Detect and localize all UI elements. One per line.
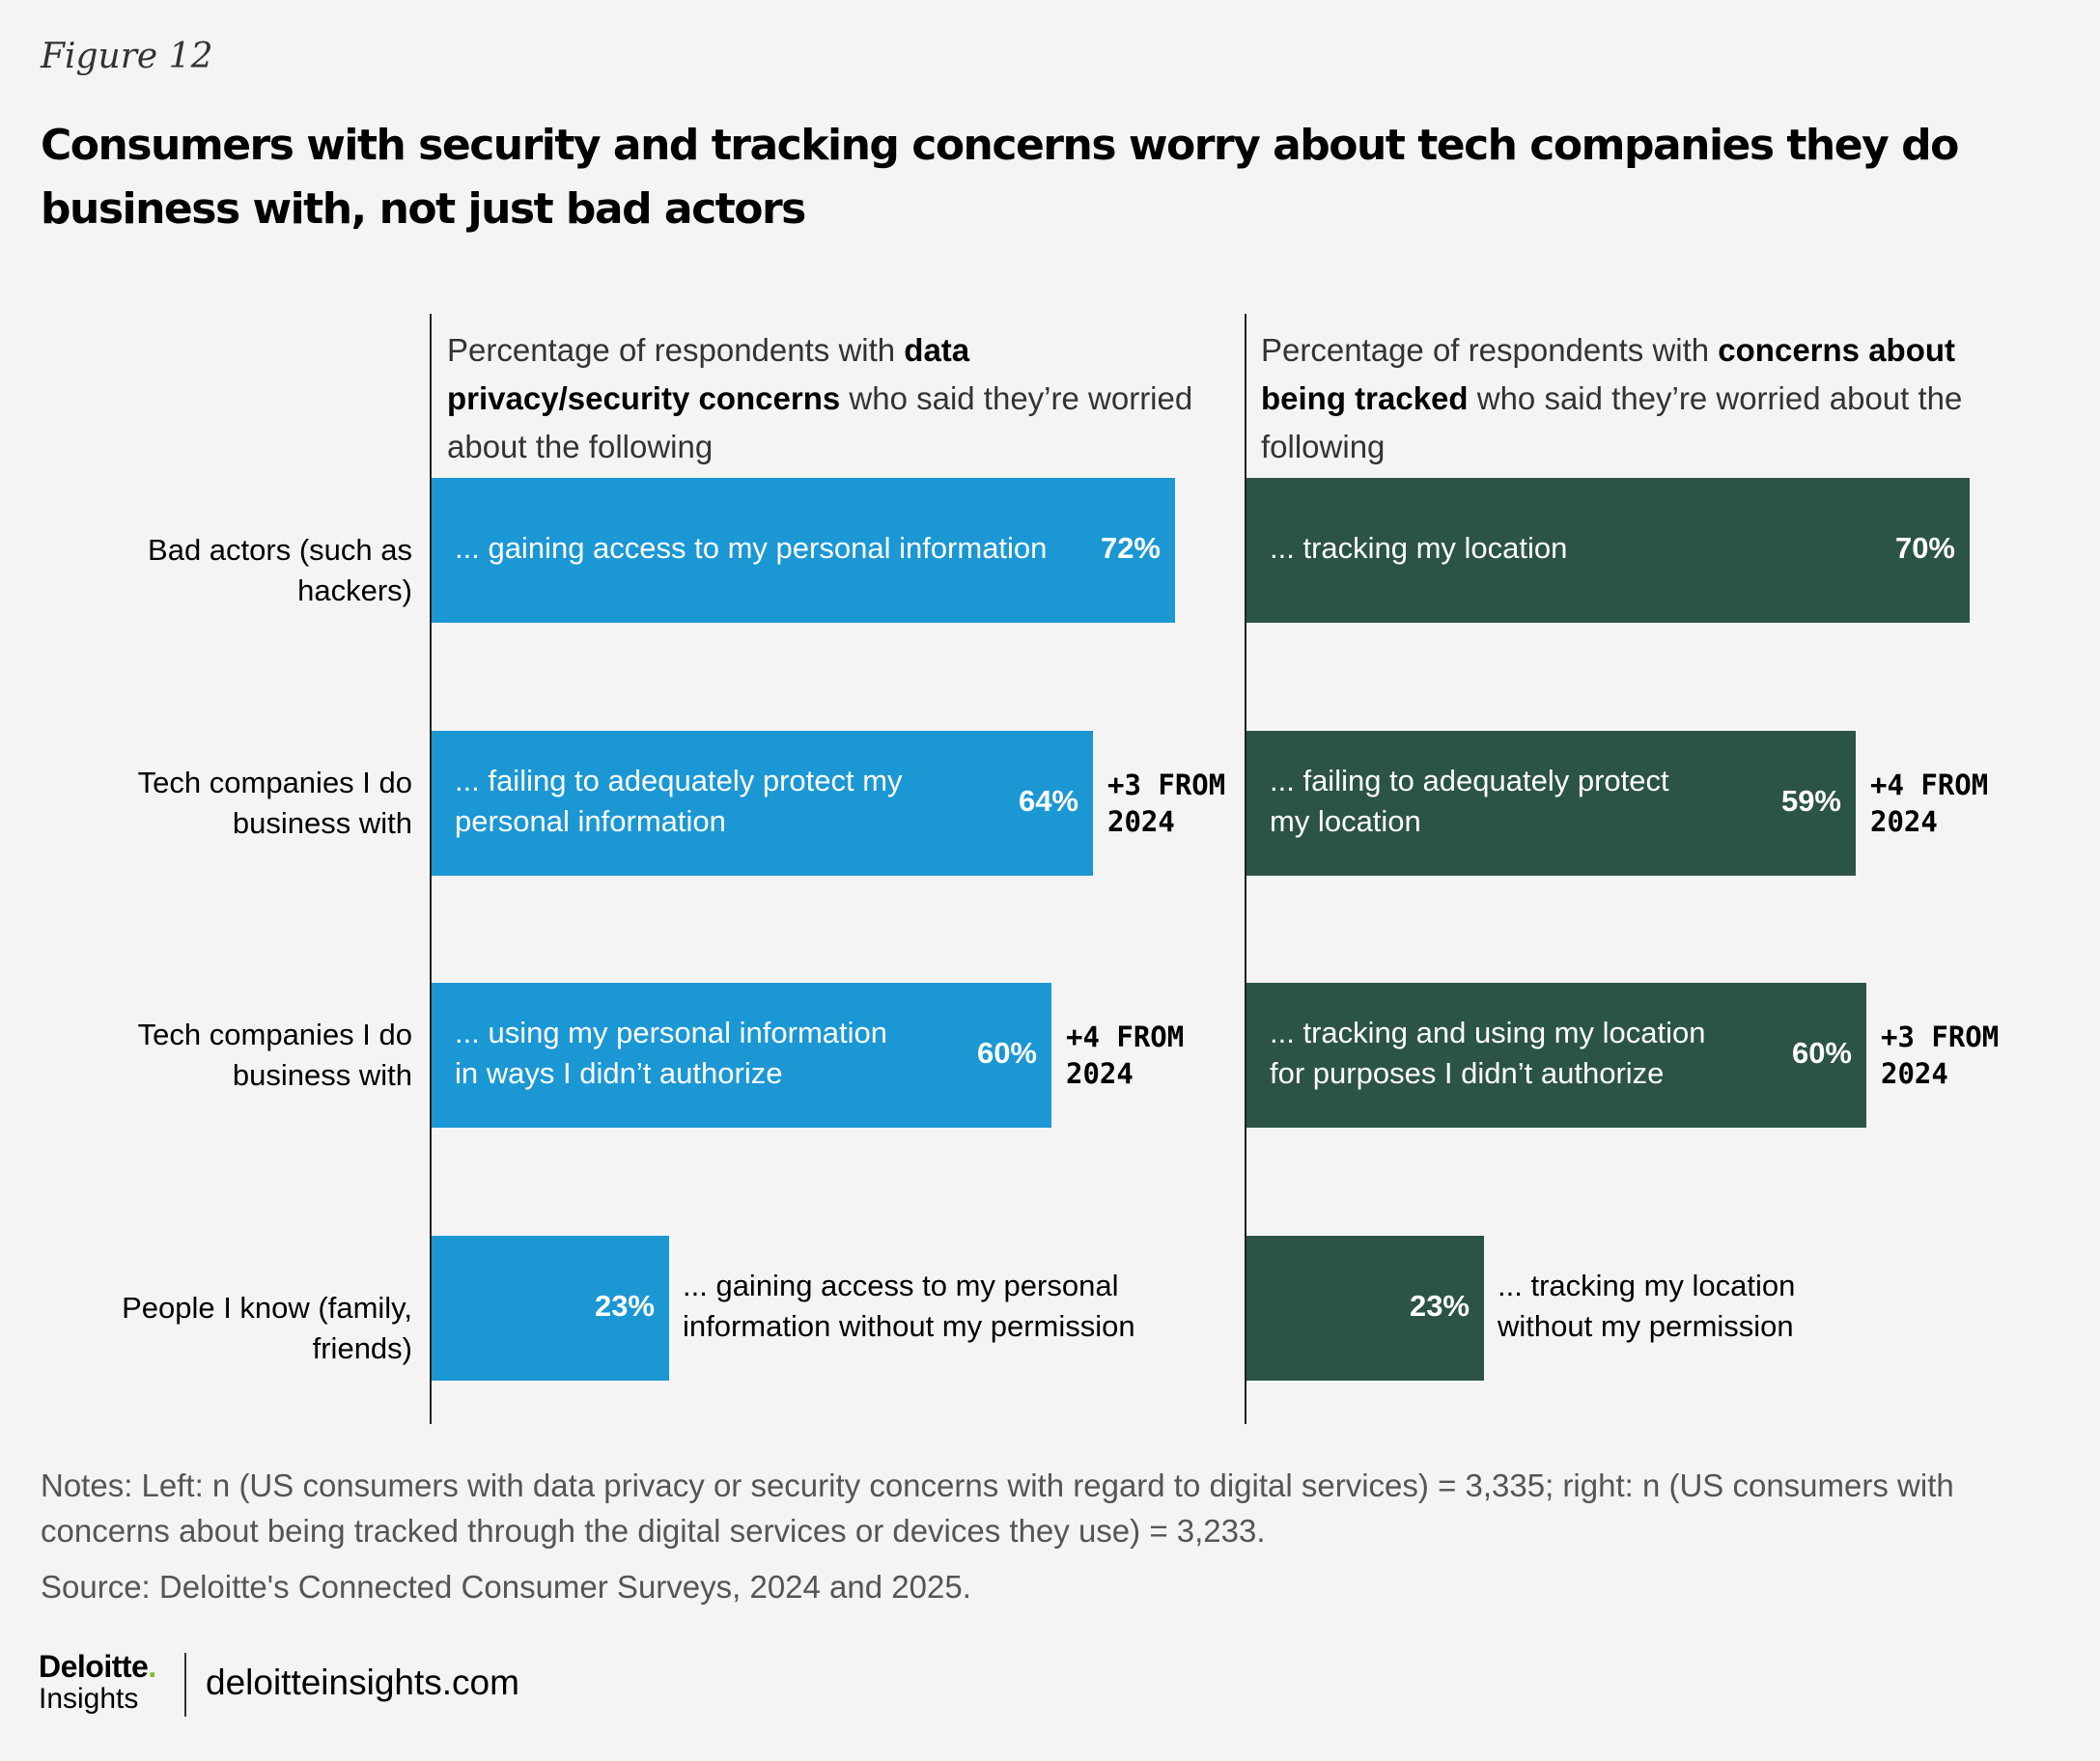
site-link[interactable]: deloitteinsights.com — [206, 1663, 519, 1702]
value-label: 23% — [594, 1289, 655, 1323]
category-label: Tech companies I do business with — [26, 763, 412, 844]
bar-description-line: in ways I didn’t authorize — [455, 1056, 783, 1090]
value-label: 59% — [1780, 784, 1841, 818]
category-label: Bad actors (such as hackers) — [26, 530, 412, 611]
bar-privacy — [432, 478, 1175, 623]
bar-description-line: ... tracking my location — [1270, 531, 1568, 565]
bar-description-line: ... failing to adequately protect — [1270, 764, 1669, 797]
bar-description-line: ... failing to adequately protect my — [455, 764, 903, 797]
bar-description: ... using my personal information in ways… — [455, 1013, 887, 1094]
bar-privacy — [432, 731, 1093, 876]
left-axis-line — [430, 314, 432, 1424]
value-label: 23% — [1409, 1289, 1470, 1323]
right-axis-line — [1245, 314, 1246, 1424]
notes: Notes: Left: n (US consumers with data p… — [41, 1468, 1954, 1549]
bar-description: ... gaining access to my personal inform… — [455, 528, 1047, 569]
bar-description-line: my location — [1270, 804, 1421, 838]
bar-tracking — [1246, 1236, 1484, 1381]
bar-description-line: ... gaining access to my personal — [683, 1269, 1119, 1302]
left-panel-heading: Percentage of respondents with data priv… — [447, 332, 1193, 464]
chart-title: Consumers with security and tracking con… — [41, 121, 1959, 234]
bar-description-line: ... tracking and using my location — [1270, 1016, 1706, 1049]
brand-name: Deloitte — [39, 1649, 149, 1684]
category-label: People I know (family, friends) — [26, 1288, 412, 1369]
bar-description-line: ... using my personal information — [455, 1016, 887, 1049]
bar-tracking — [1246, 731, 1856, 876]
bar-description: ... gaining access to my personal informa… — [683, 1266, 1135, 1347]
figure-label: Figure 12 — [41, 37, 213, 76]
category-label-line: business with — [232, 1058, 412, 1092]
bar-description-line: personal information — [455, 804, 726, 838]
change-annotation: +4 FROM 2024 — [1066, 1020, 1185, 1090]
category-label-line: People I know (family, friends) — [122, 1291, 412, 1365]
category-label-line: Bad actors (such as hackers) — [148, 533, 412, 607]
source: Source: Deloitte's Connected Consumer Su… — [41, 1569, 971, 1605]
deloitte-logo: Deloitte. Insights — [39, 1649, 156, 1715]
bar-description-line: information without my permission — [683, 1309, 1135, 1343]
change-annotation: +3 FROM 2024 — [1881, 1020, 2000, 1090]
bar-tracking — [1246, 478, 1970, 623]
bar-privacy — [432, 1236, 669, 1381]
bar-description: ... failing to adequately protect my pers… — [455, 761, 903, 842]
brand-sub: Insights — [39, 1683, 139, 1715]
bar-description: ... failing to adequately protect my loca… — [1270, 761, 1669, 842]
bar-description-line: for purposes I didn’t authorize — [1270, 1056, 1665, 1090]
value-label: 60% — [1791, 1036, 1852, 1070]
bar-description-line: ... gaining access to my personal inform… — [455, 531, 1048, 565]
value-label: 70% — [1894, 531, 1955, 565]
value-label: 60% — [976, 1036, 1037, 1070]
bar-description: ... tracking and using my location for pu… — [1270, 1013, 1705, 1094]
change-annotation: +3 FROM 2024 — [1107, 769, 1226, 838]
bar-description-line: ... tracking my location — [1498, 1269, 1796, 1302]
bar-tracking — [1246, 983, 1866, 1128]
change-annotation: +4 FROM 2024 — [1870, 769, 1989, 838]
bar-privacy — [432, 983, 1051, 1128]
brand-dot: . — [148, 1649, 156, 1684]
category-label-line: business with — [232, 806, 412, 840]
category-label-line: Tech companies I do — [137, 766, 412, 799]
bar-description: ... tracking my location — [1270, 528, 1567, 569]
bar-description: ... tracking my location without my permi… — [1498, 1266, 1795, 1347]
brand-divider — [184, 1653, 186, 1717]
value-label: 64% — [1018, 784, 1078, 818]
category-label: Tech companies I do business with — [26, 1015, 412, 1096]
value-label: 72% — [1100, 531, 1161, 565]
category-label-line: Tech companies I do — [137, 1018, 412, 1051]
right-panel-heading: Percentage of respondents with concerns … — [1261, 332, 1963, 464]
bar-description-line: without my permission — [1498, 1309, 1794, 1343]
